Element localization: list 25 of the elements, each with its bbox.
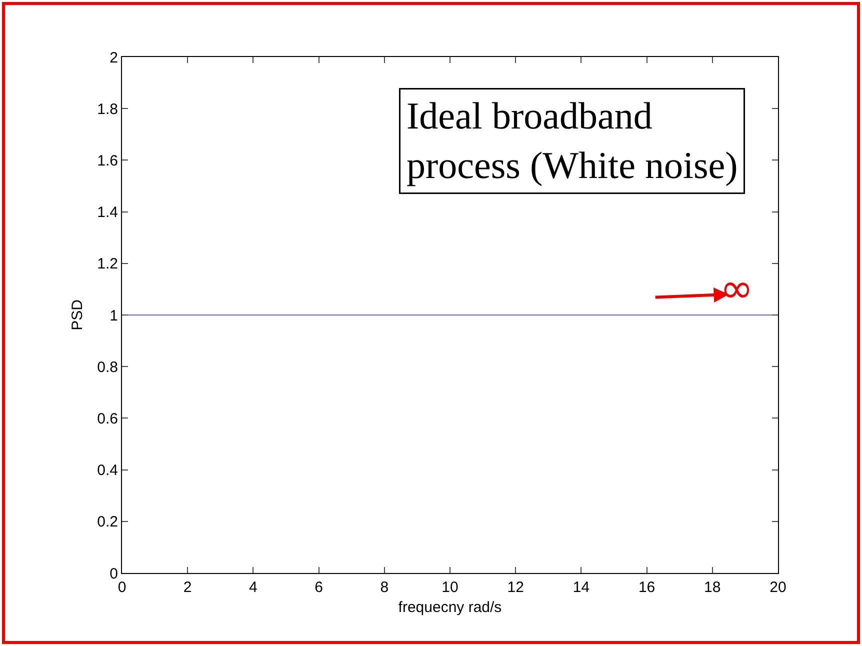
x-tick-label: 20 — [770, 579, 786, 596]
x-tick-label: 16 — [638, 579, 656, 596]
x-tick-label: 8 — [380, 579, 389, 596]
y-tick-label: 0.6 — [97, 410, 118, 428]
x-tick-label: 10 — [442, 579, 458, 596]
annotation: Ideal broadband process (White noise) — [406, 96, 738, 187]
annotation: ∞ — [720, 266, 754, 312]
y-tick-label: 2 — [110, 49, 118, 66]
y-tick-label: 0 — [110, 565, 118, 582]
x-tick-label: 2 — [183, 579, 192, 596]
y-tick-label: 0.8 — [97, 358, 118, 376]
y-tick-label: 1 — [110, 307, 118, 324]
x-tick-label: 18 — [704, 579, 721, 596]
x-tick-label: 12 — [507, 579, 524, 596]
y-tick-label: 0.2 — [97, 514, 118, 531]
x-tick-label: 4 — [249, 579, 258, 596]
y-tick-label: 1.8 — [97, 100, 118, 118]
x-tick-label: 14 — [572, 579, 590, 596]
y-tick-label: 1.2 — [97, 256, 118, 273]
y-axis-title: PSD — [69, 299, 86, 330]
y-tick-label: 1.4 — [97, 204, 118, 222]
x-axis-title: frequecny rad/s — [398, 599, 502, 616]
y-tick-label: 0.4 — [97, 462, 118, 480]
x-tick-label: 6 — [314, 579, 323, 596]
y-tick-label: 1.6 — [97, 152, 118, 170]
